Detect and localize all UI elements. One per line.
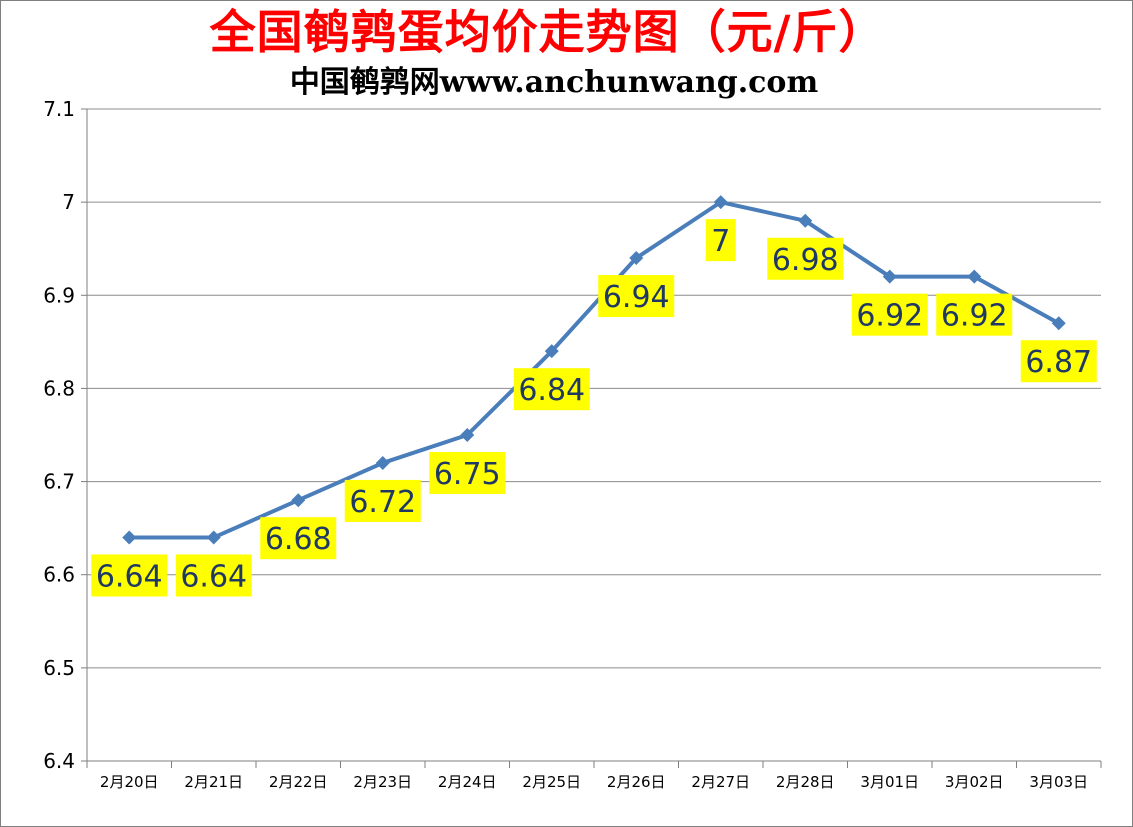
x-tick-label: 2月26日 [607,773,666,791]
y-tick-label: 7.1 [43,97,75,121]
x-tick-label: 2月22日 [269,773,328,791]
x-tick-label: 2月27日 [691,773,750,791]
data-label-bg [851,293,928,336]
data-label: 6.68 [265,522,332,557]
data-point [1051,316,1066,331]
data-label: 6.64 [96,559,163,594]
x-tick-label: 2月25日 [522,773,581,791]
chart-subtitle: 中国鹌鹑网www.anchunwang.com [289,65,819,100]
data-point [629,251,644,266]
data-label-bg [705,219,736,262]
x-tick-label: 2月21日 [184,773,243,791]
data-point [206,530,221,545]
data-label: 6.75 [434,457,501,492]
x-tick-label: 3月02日 [945,773,1004,791]
data-label-bg [260,517,337,560]
y-tick-label: 6.6 [43,563,75,587]
data-label-bg [936,293,1013,336]
x-tick-label: 2月23日 [353,773,412,791]
chart-title: 全国鹌鹑蛋均价走势图（元/斤） [209,5,886,59]
data-label-bg [429,452,506,494]
data-label: 6.87 [1025,345,1092,380]
x-tick-label: 2月24日 [438,773,497,791]
data-label-bg [513,368,590,411]
data-point [544,344,559,359]
y-tick-label: 6.8 [43,376,75,400]
data-point [713,195,728,210]
data-label: 6.94 [603,280,670,315]
y-tick-label: 6.4 [43,749,75,773]
x-tick-label: 3月03日 [1029,773,1088,791]
data-point [375,455,390,470]
data-point [798,213,813,228]
y-tick-label: 7 [62,190,75,214]
series-line [127,200,1061,540]
data-label-bg [767,237,844,280]
y-tick-label: 6.9 [43,283,75,307]
y-tick-label: 6.7 [43,470,75,494]
data-label: 6.84 [518,373,585,408]
data-label: 6.92 [856,299,923,334]
data-label-bg [344,479,421,522]
data-label: 6.98 [772,243,839,278]
data-label: 6.92 [941,299,1008,334]
data-point [460,428,475,442]
x-tick-label: 2月20日 [100,773,159,791]
data-label: 6.72 [349,485,416,520]
data-point [967,269,982,284]
data-point [122,530,137,545]
x-tick-label: 2月28日 [776,773,835,791]
data-point [882,269,897,284]
data-label-bg [1020,340,1097,383]
x-tick-label: 3月01日 [860,773,919,791]
data-label-bg [175,554,252,597]
data-point [291,493,306,508]
data-label: 7 [711,224,730,259]
data-label-bg [598,275,675,318]
data-label: 6.64 [180,559,247,594]
y-tick-label: 6.5 [43,656,75,680]
data-label-bg [91,554,168,597]
